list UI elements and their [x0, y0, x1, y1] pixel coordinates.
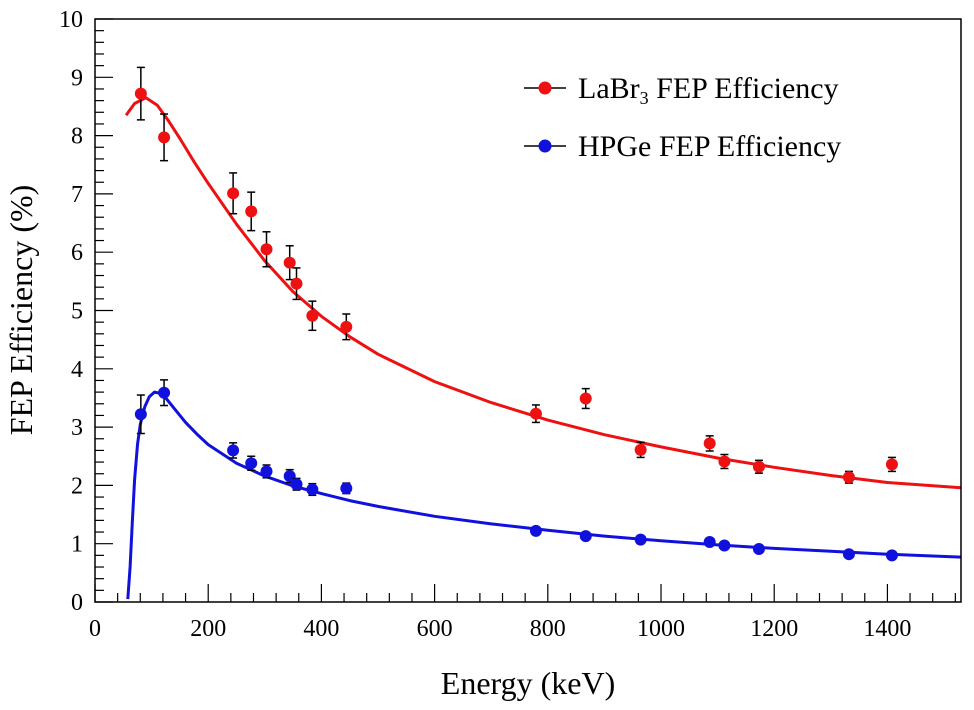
marker — [703, 535, 716, 548]
marker — [885, 549, 898, 562]
y-tick-label: 5 — [71, 299, 83, 325]
legend-entry-hpge: HPGe FEP Efficiency — [524, 130, 841, 163]
x-tick-label: 0 — [89, 616, 101, 642]
marker — [752, 542, 765, 555]
marker — [134, 408, 147, 421]
marker — [290, 277, 303, 290]
legend-label: HPGe FEP Efficiency — [578, 130, 841, 163]
data-point-hpge — [752, 542, 765, 555]
data-point-hpge — [290, 477, 303, 491]
marker — [340, 482, 353, 495]
data-point-hpge — [134, 394, 147, 435]
data-point-labr3 — [134, 66, 147, 121]
data-point-hpge — [634, 533, 647, 546]
legend-entry-labr3: LaBr3 FEP Efficiency — [524, 72, 839, 108]
marker — [260, 243, 273, 256]
x-axis-title: Energy (keV) — [441, 665, 615, 701]
x-tick-label: 400 — [303, 616, 339, 642]
marker — [885, 458, 898, 471]
marker — [842, 548, 855, 561]
y-tick-label: 2 — [71, 473, 83, 499]
marker — [245, 457, 258, 470]
x-tick-label: 600 — [417, 616, 453, 642]
x-tick-label: 1000 — [637, 616, 685, 642]
data-point-labr3 — [306, 300, 319, 332]
data-point-labr3 — [718, 453, 731, 470]
y-tick-label: 0 — [71, 590, 83, 616]
x-tick-label: 1400 — [863, 616, 911, 642]
marker — [306, 483, 319, 496]
data-point-hpge — [842, 548, 855, 561]
data-point-hpge — [885, 549, 898, 562]
marker — [340, 320, 353, 333]
x-tick-label: 800 — [530, 616, 566, 642]
y-tick-label: 8 — [71, 124, 83, 150]
marker — [227, 444, 240, 457]
marker — [752, 460, 765, 473]
data-point-labr3 — [340, 313, 353, 341]
marker — [260, 465, 273, 478]
data-point-labr3 — [290, 267, 303, 301]
marker — [306, 309, 319, 322]
y-tick-label: 6 — [71, 240, 83, 266]
data-point-hpge — [158, 379, 171, 407]
x-tick-label: 1200 — [750, 616, 798, 642]
marker — [579, 530, 592, 543]
marker — [245, 205, 258, 218]
axes: 0 200 400 600 800 1000 1200 1400 0 1 2 3 4 5 6 7 8 9 10 — [59, 7, 956, 642]
data-point-hpge — [579, 530, 592, 543]
y-tick-label: 4 — [71, 357, 83, 383]
marker — [529, 524, 542, 537]
data-point-hpge — [260, 464, 273, 479]
y-tick-label: 7 — [71, 182, 83, 208]
data-point-labr3 — [227, 172, 240, 215]
marker — [634, 533, 647, 546]
data-point-labr3 — [245, 191, 258, 232]
marker — [158, 386, 171, 399]
y-tick-label: 3 — [71, 415, 83, 441]
data-point-labr3 — [529, 404, 542, 424]
data-point-labr3 — [703, 435, 716, 452]
data-point-hpge — [227, 442, 240, 459]
y-axis-title: FEP Efficiency (%) — [3, 185, 39, 436]
marker — [718, 539, 731, 552]
data-point-labr3 — [579, 387, 592, 410]
data-point-hpge — [245, 455, 258, 471]
data-points — [134, 66, 898, 562]
data-point-hpge — [340, 482, 353, 495]
legend-label: LaBr3 FEP Efficiency — [578, 72, 839, 108]
marker — [290, 478, 303, 491]
data-point-hpge — [703, 535, 716, 548]
data-point-labr3 — [842, 470, 855, 484]
marker — [703, 437, 716, 450]
legend-marker — [538, 81, 552, 95]
marker — [529, 407, 542, 420]
data-point-hpge — [306, 482, 319, 497]
marker — [634, 443, 647, 456]
y-tick-label: 9 — [71, 65, 83, 91]
data-point-labr3 — [260, 231, 273, 268]
marker — [227, 187, 240, 200]
data-point-labr3 — [752, 459, 765, 474]
data-point-labr3 — [283, 245, 296, 281]
marker — [579, 392, 592, 405]
data-point-labr3 — [885, 456, 898, 473]
data-point-labr3 — [634, 441, 647, 459]
legend: LaBr3 FEP Efficiency HPGe FEP Efficiency — [524, 72, 841, 163]
marker — [283, 256, 296, 269]
legend-marker — [538, 139, 552, 153]
y-tick-label: 10 — [59, 7, 83, 33]
marker — [158, 131, 171, 144]
data-point-hpge — [529, 524, 542, 537]
data-point-hpge — [718, 539, 731, 552]
marker — [718, 455, 731, 468]
marker — [842, 471, 855, 484]
y-tick-label: 1 — [71, 532, 83, 558]
data-point-labr3 — [158, 113, 171, 162]
marker — [134, 87, 147, 100]
x-tick-label: 200 — [190, 616, 226, 642]
